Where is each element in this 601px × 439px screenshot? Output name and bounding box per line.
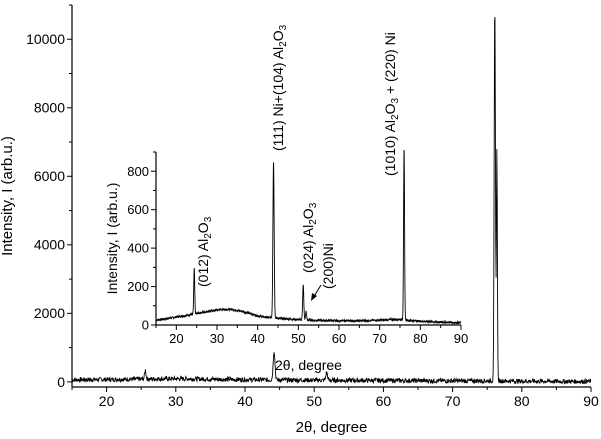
main-x-tick-label: 80 — [514, 393, 530, 409]
inset-x-tick-label: 50 — [291, 331, 305, 346]
peak-annotation-a111: (111) Ni+(104) Al2O3 — [270, 24, 289, 151]
main-x-tick-label: 50 — [306, 393, 322, 409]
main-y-axis-label: Intensity, I (arb.u.) — [0, 136, 16, 256]
inset-y-tick-label: 800 — [127, 164, 149, 179]
main-x-tick-label: 30 — [168, 393, 184, 409]
inset-x-tick-label: 20 — [169, 331, 183, 346]
inset-x-tick-label: 80 — [413, 331, 427, 346]
main-chart: 20 30 40 50 60 70 80 9002000400060008000100002θ… — [0, 4, 599, 436]
inset-y-tick-label: 400 — [127, 241, 149, 256]
main-x-tick-label: 90 — [583, 393, 599, 409]
main-y-tick-label: 4000 — [34, 237, 65, 253]
main-y-tick-label: 6000 — [34, 168, 65, 184]
main-y-tick-label: 0 — [57, 374, 65, 390]
main-x-tick-label: 70 — [445, 393, 461, 409]
inset-xrd-pattern-line — [156, 150, 461, 325]
peak-annotation-a012: (012) Al2O3 — [195, 216, 214, 287]
main-x-tick-label: 20 — [99, 393, 115, 409]
annotation-arrow-head — [311, 293, 317, 301]
inset-x-tick-label: 70 — [372, 331, 386, 346]
peak-annotation-a024: (024) Al2O3 — [300, 202, 319, 273]
main-x-tick-label: 60 — [376, 393, 392, 409]
inset-y-tick-label: 200 — [127, 279, 149, 294]
inset-y-tick-label: 600 — [127, 202, 149, 217]
main-x-tick-label: 40 — [237, 393, 253, 409]
inset-background — [156, 152, 461, 325]
inset-chart: 20 30 40 50 60 70 80 90 0 200 400 600 800 2θ, degree I… — [104, 24, 468, 373]
inset-x-tick-label: 40 — [250, 331, 264, 346]
main-x-axis-label: 2θ, degree — [296, 419, 368, 436]
peak-annotation-a200: (200)Ni — [320, 243, 336, 289]
inset-y-axis-label: Intensity, I (arb.u.) — [104, 183, 120, 295]
inset-x-axis-label: 2θ, degree — [275, 357, 342, 373]
inset-x-tick-label: 30 — [210, 331, 224, 346]
inset-x-tick-label: 90 — [454, 331, 468, 346]
main-y-tick-label: 8000 — [34, 100, 65, 116]
peak-annotation-a1010: (1010) Al2O3 + (220) Ni — [382, 32, 401, 176]
main-y-tick-label: 10000 — [26, 31, 65, 47]
inset-x-tick-label: 60 — [332, 331, 346, 346]
inset-y-tick-label: 0 — [142, 318, 149, 333]
main-y-tick-label: 2000 — [34, 305, 65, 321]
main-xrd-pattern-line — [72, 16, 591, 385]
